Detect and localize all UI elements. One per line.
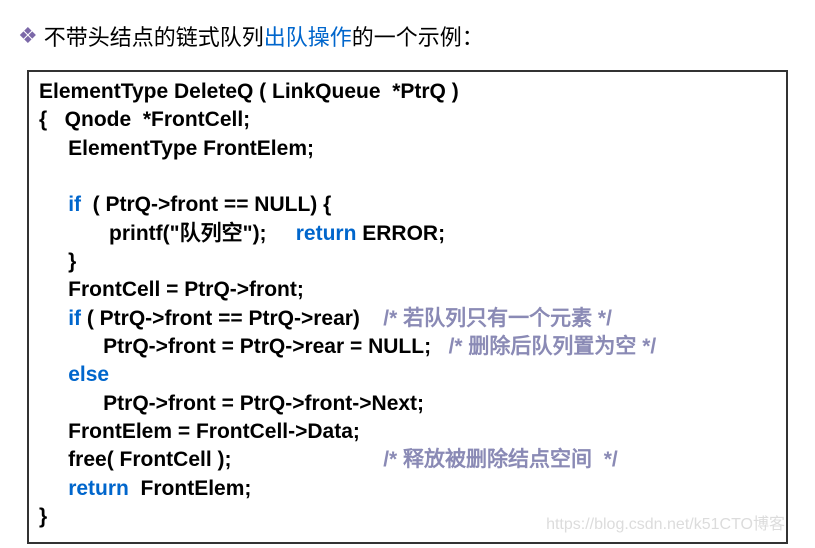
code-5-rest: ( PtrQ->front == NULL) { [81,193,331,216]
code-line-1: ElementType DeleteQ ( LinkQueue *PtrQ ) [39,78,776,106]
code-line-6: printf("队列空"); return ERROR; [39,220,776,248]
code-line-7: } [39,248,776,276]
kw-else: else [68,363,109,386]
code-line-9: if ( PtrQ->front == PtrQ->rear) /* 若队列只有… [39,305,776,333]
code-line-12: PtrQ->front = PtrQ->front->Next; [39,390,776,418]
bullet-icon: ❖ [18,23,38,49]
code-line-8: FrontCell = PtrQ->front; [39,276,776,304]
code-11-indent [39,363,68,386]
code-14-a: free( FrontCell ); [39,448,383,471]
title-post: 的一个示例： [352,25,484,50]
code-box: ElementType DeleteQ ( LinkQueue *PtrQ ) … [27,70,788,544]
kw-return-2: return [68,477,129,500]
watermark-text: https://blog.csdn.net/k51CTO博客 [546,510,785,534]
code-5-indent [39,193,68,216]
code-line-3: ElementType FrontElem; [39,135,776,163]
code-line-4 [39,163,776,191]
code-line-10: PtrQ->front = PtrQ->rear = NULL; /* 删除后队… [39,333,776,361]
comment-2: /* 删除后队列置为空 */ [449,335,657,358]
comment-1: /* 若队列只有一个元素 */ [383,307,612,330]
comment-3: /* 释放被删除结点空间 */ [383,448,618,471]
kw-if-2: if [68,307,81,330]
code-15-a: FrontElem; [129,477,252,500]
title-highlight: 出队操作 [264,25,352,50]
code-10-a: PtrQ->front = PtrQ->rear = NULL; [39,335,449,358]
code-9-a: ( PtrQ->front == PtrQ->rear) [81,307,383,330]
code-line-14: free( FrontCell ); /* 释放被删除结点空间 */ [39,446,776,474]
code-line-2: { Qnode *FrontCell; [39,106,776,134]
code-line-15: return FrontElem; [39,475,776,503]
title-row: ❖ 不带头结点的链式队列出队操作的一个示例： [0,0,815,52]
code-9-indent [39,307,68,330]
code-line-11: else [39,361,776,389]
kw-return-1: return [296,222,357,245]
kw-if-1: if [68,193,81,216]
code-line-13: FrontElem = FrontCell->Data; [39,418,776,446]
code-15-indent [39,477,68,500]
code-6-b: ERROR; [356,222,445,245]
code-6-a: printf("队列空"); [39,222,296,245]
title-text: 不带头结点的链式队列出队操作的一个示例： [44,20,484,52]
code-line-5: if ( PtrQ->front == NULL) { [39,191,776,219]
title-pre: 不带头结点的链式队列 [44,25,264,50]
